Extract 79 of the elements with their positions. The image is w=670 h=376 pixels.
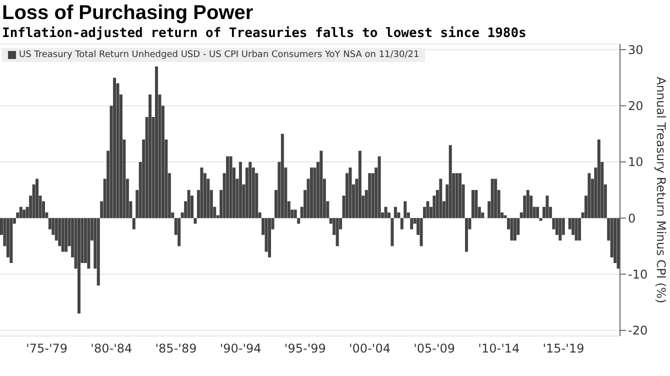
- bar: [490, 178, 494, 218]
- bar: [19, 206, 22, 218]
- bar: [458, 173, 462, 218]
- bar: [132, 218, 136, 230]
- bar: [539, 218, 542, 221]
- bar: [194, 218, 197, 224]
- bar: [574, 218, 578, 241]
- bar: [61, 218, 64, 252]
- bar: [320, 150, 323, 218]
- x-tick-label: '05-'09: [414, 342, 456, 356]
- bar: [526, 190, 530, 218]
- bar: [226, 156, 230, 218]
- bar: [474, 190, 478, 218]
- bar: [229, 156, 232, 218]
- bar: [155, 66, 158, 218]
- bar: [378, 156, 381, 218]
- chart-subtitle: Inflation-adjusted return of Treasuries falls to lowest since 1980s: [2, 26, 526, 41]
- bar: [297, 218, 300, 224]
- bar: [494, 178, 498, 218]
- x-tick-label: '75-'79: [26, 342, 68, 356]
- bar: [10, 218, 13, 263]
- bar: [64, 218, 68, 252]
- bar: [268, 218, 272, 258]
- y-tick-label: 30: [628, 42, 644, 57]
- bar: [238, 162, 242, 218]
- bar: [87, 218, 90, 269]
- bar: [455, 173, 458, 218]
- bar: [113, 78, 116, 218]
- bar: [420, 218, 423, 246]
- bar: [200, 168, 204, 218]
- bar: [510, 218, 514, 241]
- bar: [148, 94, 152, 218]
- bar: [248, 162, 252, 218]
- x-tick-label: '95-'99: [284, 342, 326, 356]
- y-tick-label: -20: [628, 324, 648, 338]
- bar: [426, 201, 430, 218]
- y-tick-label: 20: [628, 99, 644, 114]
- bar: [280, 134, 284, 218]
- y-axis-title: Annual Treasury Return Minus CPI (%): [654, 76, 668, 304]
- bar: [597, 139, 600, 218]
- legend-label: US Treasury Total Return Unhedged USD - US CPI Urban Consumers YoY NSA on 11/30/21: [18, 50, 420, 60]
- bar: [336, 218, 339, 246]
- bar: [78, 218, 80, 314]
- bar: [178, 218, 181, 246]
- bar: [368, 173, 372, 218]
- bar: [36, 178, 39, 218]
- bar: [513, 218, 516, 241]
- bar: [588, 173, 591, 218]
- x-tick-label: '90-'94: [220, 342, 262, 356]
- bar: [294, 210, 297, 218]
- bar: [22, 210, 26, 218]
- bar: [187, 190, 190, 218]
- bar: [358, 150, 362, 218]
- bar: [384, 206, 388, 218]
- bar: [471, 190, 474, 218]
- bar: [96, 218, 100, 286]
- bar: [310, 168, 313, 218]
- bar: [394, 206, 397, 218]
- bar: [390, 218, 394, 246]
- y-tick-label: 0: [628, 211, 636, 226]
- x-tick-label: '00-'04: [349, 342, 390, 356]
- bar: [439, 178, 442, 218]
- bar: [558, 218, 562, 241]
- y-tick-label: 10: [628, 155, 644, 170]
- bar: [404, 201, 407, 218]
- bar: [348, 168, 352, 218]
- bar: [546, 196, 549, 218]
- x-tick-label: '10-'14: [478, 342, 520, 356]
- bar: [448, 145, 452, 218]
- bar: [578, 218, 582, 241]
- bar: [410, 218, 414, 230]
- chart-title: Loss of Purchasing Power: [2, 2, 254, 25]
- bar: [465, 218, 468, 252]
- bar: [400, 218, 404, 230]
- x-tick-label: '85-'89: [155, 342, 197, 356]
- bar: [536, 206, 540, 218]
- y-tick-label: -10: [628, 267, 648, 282]
- x-tick-label: '80-'84: [90, 342, 132, 356]
- x-tick-label: '15-'19: [542, 342, 584, 356]
